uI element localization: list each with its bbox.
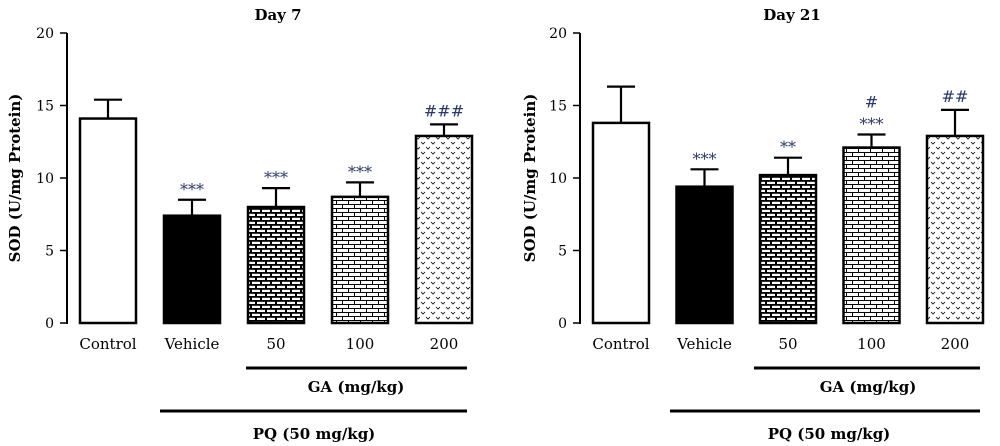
significance-label: *** [180, 180, 204, 199]
bar-5 [414, 134, 474, 325]
bar-4 [842, 146, 901, 325]
y-tick-label: 0 [45, 316, 54, 332]
bar-1 [591, 121, 651, 325]
x-tick-label: 100 [346, 335, 375, 353]
significance-label: ### [424, 101, 464, 120]
y-tick-label: 20 [36, 26, 54, 42]
x-tick-label: 200 [430, 335, 459, 353]
chart-panel-1: Day 7 SOD (U/mg Protein) 0 5 10 15 20 Control **… [6, 6, 474, 443]
pq-group-label: PQ (50 mg/kg) [768, 425, 891, 443]
bar-1 [78, 117, 138, 325]
y-axis-label: SOD (U/mg Protein) [521, 94, 539, 263]
y-tick-label: 0 [558, 316, 567, 332]
x-tick-label: Vehicle [164, 335, 220, 353]
significance-label: *** [860, 115, 884, 134]
x-tick-label: 200 [941, 335, 970, 353]
y-tick-label: 15 [36, 99, 54, 115]
y-tick-label: 15 [549, 99, 567, 115]
ga-group-label: GA (mg/kg) [308, 378, 405, 396]
significance-label: *** [693, 149, 717, 168]
bar-3 [758, 173, 818, 325]
y-axis-label: SOD (U/mg Protein) [6, 94, 24, 263]
bar-5 [925, 134, 985, 325]
x-tick-label: 50 [266, 335, 285, 353]
y-tick-label: 5 [558, 244, 567, 260]
significance-label: *** [264, 168, 288, 187]
bar-4 [330, 195, 390, 325]
y-tick-label: 10 [36, 171, 54, 187]
bar-2 [675, 185, 734, 325]
significance-label: ## [942, 87, 969, 106]
y-tick-label: 20 [549, 26, 567, 42]
x-tick-label: 50 [778, 335, 797, 353]
x-tick-label: Control [79, 335, 136, 353]
ga-group-label: GA (mg/kg) [820, 378, 917, 396]
significance-label: *** [348, 162, 372, 181]
chart-title: Day 7 [254, 6, 301, 24]
significance-label: ** [780, 138, 796, 157]
chart-panel-2: Day 21 SOD (U/mg Protein) 0 5 10 15 20 Control *… [521, 6, 985, 443]
x-tick-label: Vehicle [676, 335, 732, 353]
y-tick-label: 5 [45, 244, 54, 260]
chart-title: Day 21 [763, 6, 821, 24]
significance-label-top: # [865, 93, 878, 112]
pq-group-label: PQ (50 mg/kg) [253, 425, 376, 443]
x-tick-label: Control [592, 335, 649, 353]
bar-3 [246, 205, 306, 325]
x-tick-label: 100 [857, 335, 886, 353]
y-tick-label: 10 [549, 171, 567, 187]
bar-2 [162, 214, 222, 325]
